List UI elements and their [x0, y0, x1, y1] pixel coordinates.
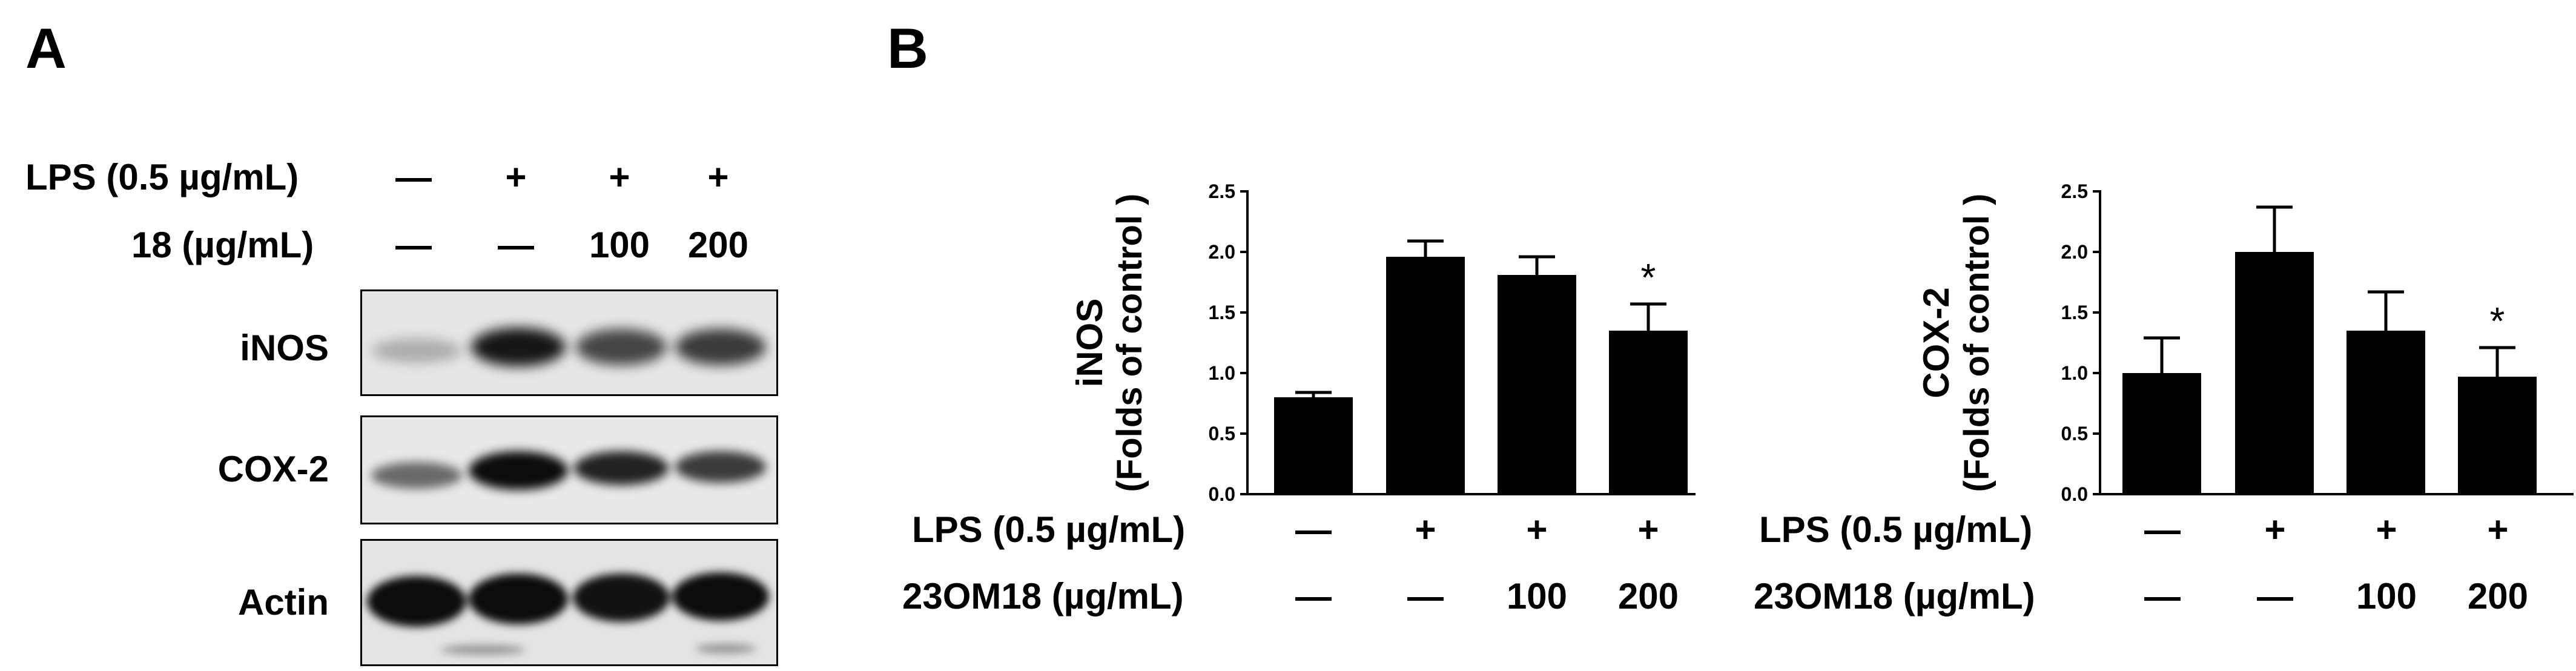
panel-a-dose-4: 200: [687, 225, 749, 265]
chart2-sig-4: *: [2490, 299, 2505, 343]
chart2-ylabel: COX-2: [1920, 287, 1957, 398]
blot-inos: [360, 289, 778, 396]
blot-actin-bands: [367, 572, 769, 655]
band-inos-3: [576, 329, 667, 365]
chart2-lps-2: +: [2264, 509, 2286, 550]
chart1-lps-4: +: [1637, 509, 1659, 550]
chart1-dose-2: —: [1407, 576, 1444, 616]
chart1-ylabel: iNOS: [1069, 299, 1110, 388]
chart1-bar-1: [1274, 397, 1353, 494]
blot-cox2-bands: [371, 451, 766, 490]
cox2-bar-chart: 0.0 0.5 1.0 1.5 2.0 2.5 COX-2 (Folds of control…: [1920, 182, 2574, 505]
chart2-ylabel-units: (Folds of control ): [1957, 194, 1996, 492]
chart1-ytick-label-5: 2.5: [1209, 182, 1235, 202]
chart2-ytick-label-3: 1.5: [2061, 302, 2088, 323]
chart1-sig-4: *: [1641, 256, 1656, 299]
band-inos-4: [675, 329, 766, 365]
chart2-bar-1: [2122, 373, 2201, 494]
panel-a-dose-2: —: [498, 225, 534, 265]
panel-a-dose-3: 100: [589, 225, 650, 265]
chart2-lps-1: —: [2144, 509, 2181, 550]
band-inos-1: [371, 339, 462, 363]
inos-bar-chart: 0.0 0.5 1.0 1.5 2.0 2.5 iNOS (Folds of control …: [1069, 182, 1696, 505]
chart1-ytick-label-2: 1.0: [1209, 362, 1235, 384]
chart2-lps-3: +: [2376, 509, 2397, 550]
chart1-lps-2: +: [1415, 509, 1436, 550]
band-actin-3: [573, 573, 670, 622]
panel-a-letter: A: [25, 16, 67, 80]
chart2-bar-2: [2235, 252, 2314, 494]
chart2-dose-2: —: [2257, 576, 2293, 616]
panel-a-lps-2: +: [505, 157, 527, 197]
chart2-ytick-label-0: 0.0: [2061, 483, 2088, 505]
chart1-lps-label: LPS (0.5 µg/mL): [912, 509, 1186, 550]
chart2-lps-label: LPS (0.5 µg/mL): [1759, 509, 2033, 550]
panel-b-letter: B: [887, 16, 928, 80]
band-inos-2: [471, 328, 566, 366]
band-cox2-3: [574, 451, 669, 485]
chart1-lps-3: +: [1526, 509, 1548, 550]
chart1-dose-label: 23OM18 (µg/mL): [902, 576, 1184, 616]
chart1-ytick-label-3: 1.5: [1209, 302, 1235, 323]
chart1-bar-4: [1609, 331, 1688, 494]
band-actin-4: [672, 572, 769, 621]
blot-actin: [360, 539, 778, 666]
chart2-dose-1: —: [2144, 576, 2181, 616]
chart2-ytick-label-4: 2.0: [2061, 241, 2088, 263]
chart1-ytick-label-0: 0.0: [1209, 483, 1235, 505]
band-actin-2: [469, 573, 568, 624]
band-cox2-2: [469, 451, 568, 490]
panel-a-lps-3: +: [609, 157, 630, 197]
band-cox2-1: [371, 462, 462, 489]
chart2-bar-3: [2346, 331, 2425, 494]
panel-a-lps-1: —: [395, 157, 432, 197]
blot-cox2: [360, 415, 778, 524]
chart1-ytick-label-1: 0.5: [1209, 423, 1235, 445]
chart1-ytick-label-4: 2.0: [1209, 241, 1235, 263]
panel-a-dose-label: 18 (µg/mL): [131, 225, 314, 265]
chart1-bar-2: [1386, 257, 1465, 494]
panel-a-dose-1: —: [395, 225, 432, 265]
chart2-lps-4: +: [2487, 509, 2509, 550]
chart2-ytick-label-1: 0.5: [2061, 423, 2088, 445]
panel-a-lps-label: LPS (0.5 µg/mL): [25, 157, 299, 197]
panel-a-lps-4: +: [707, 157, 729, 197]
chart1-dose-3: 100: [1506, 576, 1568, 616]
blot-label-actin: Actin: [238, 582, 329, 623]
band-actin-1: [367, 576, 466, 627]
chart1-ylabel-units: (Folds of control ): [1110, 194, 1149, 492]
chart2-ytick-label-2: 1.0: [2061, 362, 2088, 384]
chart1-lps-1: —: [1295, 509, 1332, 550]
chart2-dose-label: 23OM18 (µg/mL): [1754, 576, 2035, 616]
chart2-bar-4: [2458, 377, 2537, 494]
chart2-dose-3: 100: [2356, 576, 2417, 616]
band-cox2-4: [675, 451, 766, 483]
blot-inos-bands: [371, 328, 766, 366]
blot-label-inos: iNOS: [240, 328, 329, 368]
chart2-dose-4: 200: [2467, 576, 2529, 616]
chart2-ytick-label-5: 2.5: [2061, 182, 2088, 202]
blot-label-cox2: COX-2: [217, 449, 329, 489]
chart1-bar-3: [1498, 275, 1576, 494]
chart1-dose-4: 200: [1617, 576, 1679, 616]
chart1-dose-1: —: [1295, 576, 1332, 616]
